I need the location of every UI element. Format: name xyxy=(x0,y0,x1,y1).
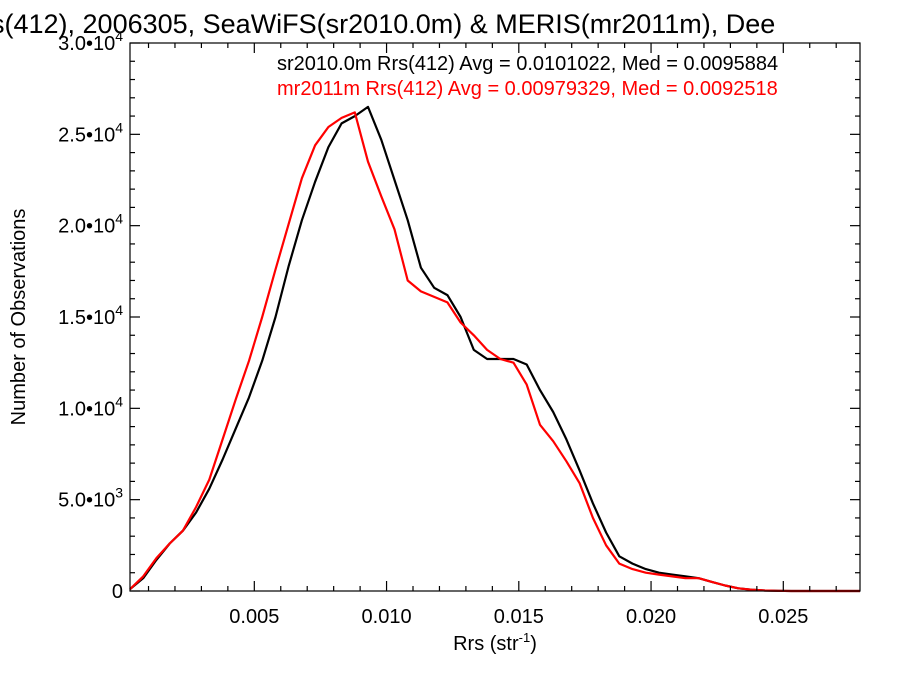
x-tick-label: 0.020 xyxy=(626,606,676,628)
series-stats-sr2010: sr2010.0m Rrs(412) Avg = 0.0101022, Med … xyxy=(277,53,779,75)
y-tick-label: 2.0•104 xyxy=(58,211,123,238)
y-tick-label: 5.0•103 xyxy=(58,485,123,512)
y-tick-label: 3.0•104 xyxy=(58,28,123,55)
series-line-sr2010.0m xyxy=(129,105,860,593)
x-axis-title-sup: -1 xyxy=(519,630,531,645)
x-tick-label: 0.010 xyxy=(362,606,412,628)
series-stats-mr2011: mr2011m Rrs(412) Avg = 0.00979329, Med =… xyxy=(277,78,778,100)
x-tick-label: 0.005 xyxy=(229,606,279,628)
chart-title: s(412), 2006305, SeaWiFS(sr2010.0m) & ME… xyxy=(0,6,900,42)
x-tick-label: 0.015 xyxy=(494,606,544,628)
x-tick-label: 0.025 xyxy=(758,606,808,628)
y-tick-label: 2.5•104 xyxy=(58,119,123,146)
chart-title-text: s(412), 2006305, SeaWiFS(sr2010.0m) & ME… xyxy=(0,9,776,39)
series-line-mr2011m xyxy=(129,111,860,593)
plot-frame xyxy=(129,42,861,592)
y-tick-label: 1.5•104 xyxy=(58,302,123,329)
y-axis-title: Number of Observations xyxy=(8,209,30,426)
y-tick-label: 0 xyxy=(112,581,123,603)
series-layer xyxy=(129,105,860,593)
y-tick-label: 1.0•104 xyxy=(58,393,123,420)
x-axis-title-end: ) xyxy=(530,633,537,655)
ticks-layer: 0.005 0.010 0.015 0.020 0.025 0 5.0•103 1.0•104… xyxy=(58,28,860,628)
x-axis-title: Rrs (str-1) xyxy=(453,630,537,655)
x-axis-title-text: Rrs (str xyxy=(453,633,519,655)
